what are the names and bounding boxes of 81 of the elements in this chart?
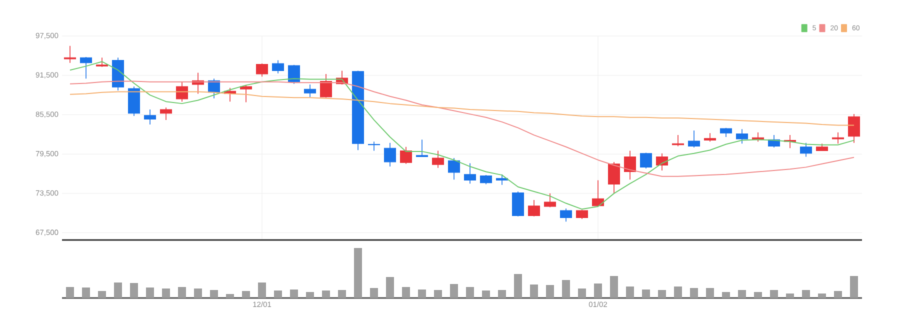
candlestick (400, 146, 412, 164)
bar (514, 274, 522, 298)
bar (498, 290, 506, 298)
candlestick (624, 150, 636, 180)
bar (786, 294, 794, 298)
bar (658, 290, 666, 298)
bar (434, 290, 442, 298)
bar (610, 276, 618, 298)
bar (802, 290, 810, 298)
candlestick (736, 128, 748, 144)
bar (626, 286, 634, 298)
candlestick (688, 130, 700, 148)
bar (162, 288, 170, 298)
bar (210, 290, 218, 298)
bar (546, 285, 554, 298)
candlestick (640, 152, 652, 169)
bar (578, 288, 586, 298)
bar (562, 280, 570, 298)
bar (194, 288, 202, 298)
candlestick (384, 142, 396, 167)
bar (66, 287, 74, 298)
candlestick (560, 208, 572, 222)
bar (818, 294, 826, 298)
candlestick (416, 139, 428, 158)
candlestick (80, 56, 92, 80)
bar (466, 287, 474, 298)
bar (290, 290, 298, 298)
bar (530, 284, 538, 298)
candlestick (272, 60, 284, 74)
candlestick (160, 107, 172, 120)
candlestick (464, 162, 476, 184)
bar (754, 292, 762, 298)
bar (722, 292, 730, 298)
bar (370, 288, 378, 298)
candlestick (448, 158, 460, 180)
bar (98, 291, 106, 298)
bar (482, 290, 490, 298)
candlestick (176, 82, 188, 102)
bar (834, 291, 842, 298)
bar (114, 282, 122, 298)
candlestick (64, 45, 76, 64)
bar (306, 292, 314, 298)
candlestick (96, 57, 108, 68)
candlestick (848, 114, 860, 144)
bar (386, 277, 394, 298)
bar (130, 283, 138, 298)
candlestick (544, 193, 556, 208)
bar (690, 288, 698, 298)
bar (402, 287, 410, 298)
candlestick (304, 84, 316, 98)
candlestick (240, 84, 252, 103)
bar (706, 288, 714, 298)
bar (594, 284, 602, 298)
bar (418, 290, 426, 298)
candlestick (144, 109, 156, 125)
bar (642, 290, 650, 298)
candlestick (512, 191, 524, 217)
candlestick (480, 174, 492, 185)
bar (242, 291, 250, 298)
bar (450, 284, 458, 298)
bar (274, 290, 282, 298)
candlestick (656, 153, 668, 171)
candlestick (256, 63, 268, 78)
bar (226, 294, 234, 298)
candlestick (432, 150, 444, 168)
bar (258, 282, 266, 298)
bar (354, 248, 362, 298)
bar (850, 276, 858, 298)
bar (146, 288, 154, 298)
bar (82, 288, 90, 298)
bar (178, 287, 186, 298)
candlestick (608, 162, 620, 194)
bar (338, 290, 346, 298)
bar (738, 290, 746, 298)
bar (770, 290, 778, 298)
bar (322, 290, 330, 298)
candlestick (592, 180, 604, 207)
candlestick (832, 132, 844, 144)
bar (674, 286, 682, 298)
candlestick (528, 200, 540, 217)
candlestick (800, 142, 812, 158)
